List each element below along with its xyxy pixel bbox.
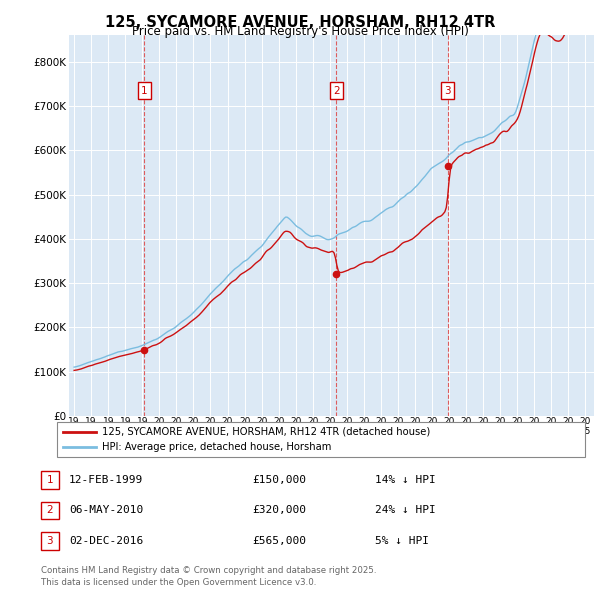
Text: £565,000: £565,000 [252,536,306,546]
Text: 12-FEB-1999: 12-FEB-1999 [69,475,143,484]
Text: 3: 3 [46,536,53,546]
Text: 24% ↓ HPI: 24% ↓ HPI [375,506,436,515]
Text: 02-DEC-2016: 02-DEC-2016 [69,536,143,546]
Text: 2: 2 [333,86,340,96]
Text: 3: 3 [445,86,451,96]
Text: Contains HM Land Registry data © Crown copyright and database right 2025.
This d: Contains HM Land Registry data © Crown c… [41,566,376,587]
Text: 125, SYCAMORE AVENUE, HORSHAM, RH12 4TR (detached house): 125, SYCAMORE AVENUE, HORSHAM, RH12 4TR … [102,427,430,437]
Text: 06-MAY-2010: 06-MAY-2010 [69,506,143,515]
Text: 125, SYCAMORE AVENUE, HORSHAM, RH12 4TR: 125, SYCAMORE AVENUE, HORSHAM, RH12 4TR [105,15,495,30]
Text: £150,000: £150,000 [252,475,306,484]
Text: £320,000: £320,000 [252,506,306,515]
Text: 2: 2 [46,506,53,515]
Text: 14% ↓ HPI: 14% ↓ HPI [375,475,436,484]
Text: 1: 1 [46,475,53,484]
Text: 5% ↓ HPI: 5% ↓ HPI [375,536,429,546]
Text: Price paid vs. HM Land Registry's House Price Index (HPI): Price paid vs. HM Land Registry's House … [131,25,469,38]
Text: HPI: Average price, detached house, Horsham: HPI: Average price, detached house, Hors… [102,442,331,453]
Text: 1: 1 [141,86,148,96]
